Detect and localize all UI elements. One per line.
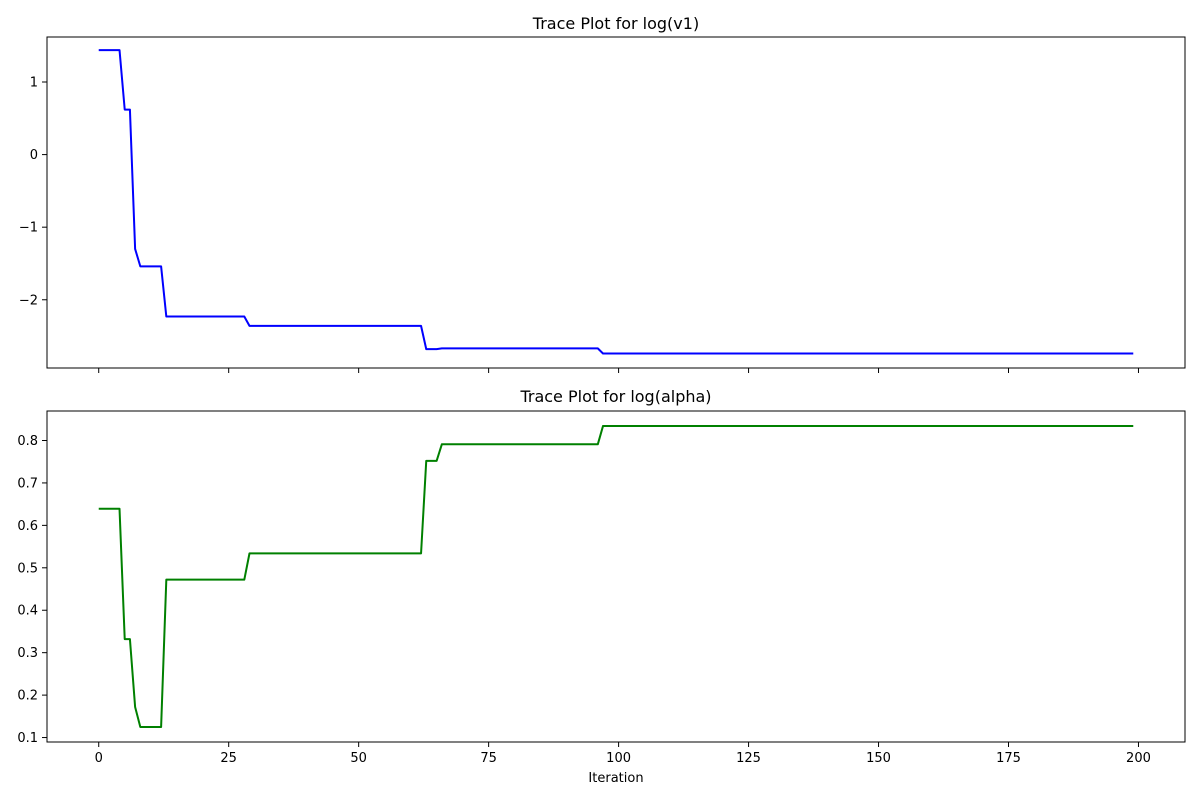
y-tick-label-log-alpha: 0.7 <box>17 476 38 491</box>
y-tick-label-log-alpha: 0.1 <box>17 731 38 746</box>
axes-ticks-log-v1: 1 0 −1 −2 <box>19 76 1139 373</box>
x-tick-label-log-alpha: 25 <box>220 751 237 766</box>
x-tick-label-log-alpha: 0 <box>95 751 103 766</box>
series-line-log-v1 <box>98 49 1134 355</box>
y-tick-label-log-alpha: 0.4 <box>17 604 38 619</box>
y-tick-label-log-alpha: 0.2 <box>17 689 38 704</box>
axes-ticks-log-alpha: 0 25 50 75 100 125 150 175 200 0.1 0.2 0.3 0.4 0.5 0.6… <box>17 434 1151 766</box>
y-tick-label-log-alpha: 0.5 <box>17 561 38 576</box>
y-tick-label-log-alpha: 0.8 <box>17 434 38 449</box>
series-line-log-alpha <box>98 425 1134 728</box>
y-tick-label-log-v1: 1 <box>30 76 38 91</box>
plot-frame-log-v1 <box>46 36 1186 369</box>
panel-log-v1: Trace Plot for log(v1) 1 0 −1 −2 <box>19 14 1186 373</box>
x-tick-label-log-alpha: 100 <box>606 751 631 766</box>
y-tick-label-log-alpha: 0.3 <box>17 646 38 661</box>
y-tick-label-log-v1: −2 <box>19 293 38 308</box>
chart-title-log-alpha: Trace Plot for log(alpha) <box>519 387 711 406</box>
x-tick-label-log-alpha: 75 <box>480 751 497 766</box>
y-tick-label-log-v1: −1 <box>19 221 38 236</box>
x-tick-label-log-alpha: 200 <box>1126 751 1151 766</box>
x-tick-label-log-alpha: 175 <box>996 751 1021 766</box>
y-tick-label-log-v1: 0 <box>30 148 38 163</box>
x-tick-label-log-alpha: 125 <box>736 751 761 766</box>
x-tick-label-log-alpha: 150 <box>866 751 891 766</box>
x-axis-label: Iteration <box>588 771 643 786</box>
plot-frame-log-alpha <box>46 410 1186 743</box>
x-tick-label-log-alpha: 50 <box>350 751 367 766</box>
y-tick-label-log-alpha: 0.6 <box>17 519 38 534</box>
chart-title-log-v1: Trace Plot for log(v1) <box>532 14 699 33</box>
panel-log-alpha: Trace Plot for log(alpha) 0 25 50 75 100 125 1… <box>17 387 1186 786</box>
